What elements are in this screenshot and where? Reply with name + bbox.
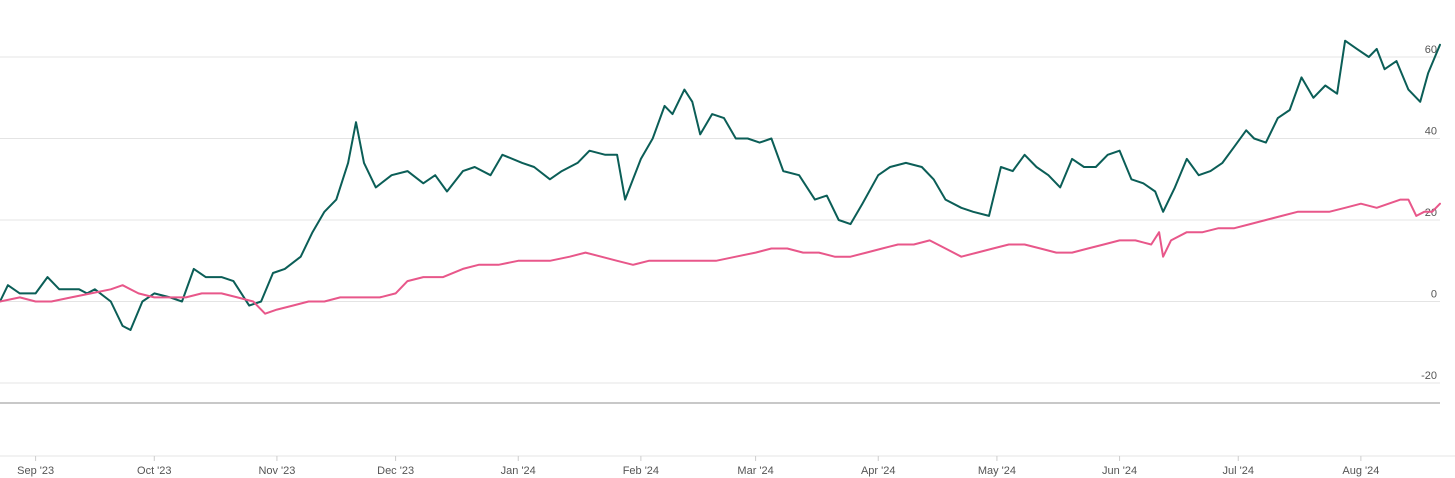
x-tick-label: May '24 — [978, 465, 1016, 477]
y-tick-label: -20 — [1421, 370, 1437, 382]
x-axis-labels: Sep '23 Oct '23 Nov '23 Dec '23 Jan '24 Feb '… — [17, 456, 1379, 477]
x-tick-label: Jul '24 — [1223, 465, 1254, 477]
y-tick-label: 0 — [1431, 289, 1437, 301]
series-lines — [0, 39, 1441, 331]
x-tick-label: Dec '23 — [377, 465, 414, 477]
x-tick-label: Apr '24 — [861, 465, 896, 477]
y-tick-label: 60 — [1425, 44, 1437, 56]
series-line-1 — [0, 39, 1441, 331]
x-tick-label: Aug '24 — [1342, 465, 1379, 477]
x-tick-label: Jan '24 — [501, 465, 536, 477]
x-tick-label: Nov '23 — [258, 465, 295, 477]
x-tick-label: Jun '24 — [1102, 465, 1137, 477]
series-line-2 — [0, 198, 1441, 315]
x-tick-label: Sep '23 — [17, 465, 54, 477]
x-tick-label: Mar '24 — [737, 465, 773, 477]
y-tick-label: 40 — [1425, 126, 1437, 138]
x-tick-label: Feb '24 — [623, 465, 659, 477]
gridlines — [0, 56, 1440, 384]
x-tick-label: Oct '23 — [137, 465, 172, 477]
